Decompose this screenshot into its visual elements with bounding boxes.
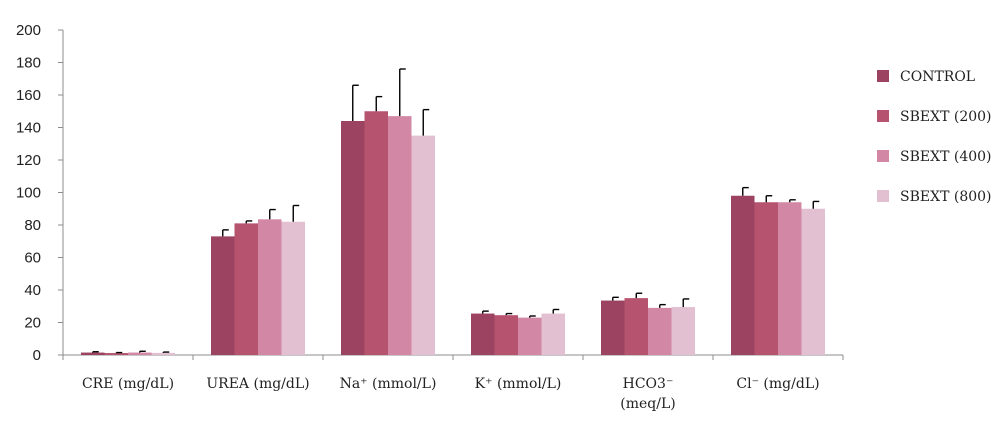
bar bbox=[471, 313, 495, 355]
bar bbox=[258, 219, 282, 355]
y-tick-label: 0 bbox=[33, 347, 41, 364]
bar bbox=[801, 208, 825, 355]
legend: CONTROL SBEXT (200) SBEXT (400) SBEXT (800) bbox=[877, 69, 992, 205]
bar bbox=[81, 352, 105, 355]
bar bbox=[541, 313, 565, 355]
y-tick-label: 40 bbox=[24, 282, 41, 299]
bar bbox=[341, 121, 365, 355]
bar bbox=[388, 116, 412, 355]
y-tick-label: 80 bbox=[24, 217, 41, 234]
bar bbox=[128, 352, 152, 355]
y-tick-label: 200 bbox=[16, 22, 41, 39]
legend-swatch bbox=[877, 150, 889, 162]
legend-swatch bbox=[877, 70, 889, 82]
x-category-label: (meq/L) bbox=[620, 396, 675, 412]
y-tick-label: 60 bbox=[24, 250, 41, 267]
bar bbox=[624, 298, 648, 355]
bar bbox=[234, 223, 258, 355]
bar bbox=[648, 307, 672, 355]
bar bbox=[518, 317, 542, 355]
bar bbox=[151, 352, 175, 355]
x-category-label: K⁺ (mmol/L) bbox=[475, 376, 562, 392]
x-category-label: CRE (mg/dL) bbox=[82, 376, 174, 392]
bar bbox=[754, 202, 778, 355]
y-tick-label: 100 bbox=[16, 185, 41, 202]
bar bbox=[364, 111, 388, 355]
y-tick-label: 140 bbox=[16, 120, 41, 137]
bar bbox=[671, 307, 695, 355]
x-category-label: HCO3⁻ bbox=[623, 376, 674, 392]
bar bbox=[104, 353, 128, 355]
legend-label: SBEXT (200) bbox=[900, 109, 992, 125]
bar bbox=[411, 135, 435, 355]
legend-label: SBEXT (400) bbox=[900, 149, 992, 165]
bar bbox=[601, 300, 625, 355]
x-category-label: Cl⁻ (mg/dL) bbox=[736, 376, 819, 392]
y-tick-label: 120 bbox=[16, 152, 41, 169]
x-category-label: UREA (mg/dL) bbox=[206, 376, 309, 392]
legend-label: SBEXT (800) bbox=[900, 189, 992, 205]
legend-label: CONTROL bbox=[900, 69, 975, 85]
bar bbox=[281, 221, 305, 355]
bar bbox=[494, 315, 518, 355]
category-labels: CRE (mg/dL) UREA (mg/dL) Na⁺ (mmol/L) K⁺ (m… bbox=[82, 376, 820, 412]
y-tick-label: 20 bbox=[24, 315, 41, 332]
bar bbox=[731, 195, 755, 355]
legend-swatch bbox=[877, 110, 889, 122]
bar bbox=[211, 236, 235, 355]
legend-swatch bbox=[877, 190, 889, 202]
error-bars bbox=[92, 68, 820, 354]
bars bbox=[81, 111, 825, 355]
bar bbox=[778, 202, 802, 355]
axes: 0 20 40 60 80 100 120 140 160 180 200 bbox=[16, 22, 844, 364]
y-tick-label: 160 bbox=[16, 87, 41, 104]
y-tick-label: 180 bbox=[16, 55, 41, 72]
x-category-label: Na⁺ (mmol/L) bbox=[340, 376, 437, 392]
